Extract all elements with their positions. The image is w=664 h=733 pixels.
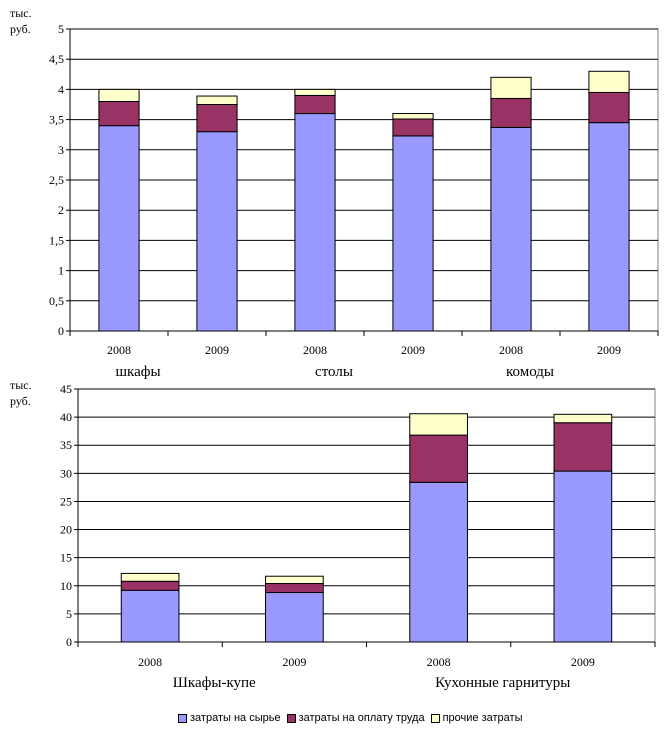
chart1-bar-segment-raw (392, 135, 434, 332)
legend-item-other: прочие затраты (430, 712, 523, 724)
chart2-y-tick-label: 45 (60, 382, 72, 396)
chart1-y-tick-label: 2 (58, 203, 64, 217)
chart1-bar-segment-labor (98, 100, 140, 127)
chart2-x-category-label: 2009 (571, 655, 595, 669)
legend-item-raw: затраты на сырье (178, 712, 281, 724)
chart1-x-category-label: 2009 (597, 343, 621, 357)
legend-swatch-labor (286, 713, 296, 723)
chart2-x-category-label: 2009 (282, 655, 306, 669)
chart2-bar-segment-labor (409, 434, 468, 483)
chart2-y-tick-label: 5 (66, 607, 72, 621)
chart2-bar-segment-other (409, 413, 468, 436)
chart2-x-category-label: 2008 (427, 655, 451, 669)
chart1-x-category-label: 2009 (205, 343, 229, 357)
chart1-x-category-label: 2009 (401, 343, 425, 357)
chart2-bar-segment-raw (409, 481, 468, 643)
chart1-x-category-label: 2008 (303, 343, 327, 357)
chart1-bar-segment-labor (294, 94, 336, 115)
chart-upper: 0 0,5 1 1,5 2 2,5 3 3,5 4 4,5 5 тыс. руб. 2008 2009 200… (10, 6, 659, 380)
chart2-bar-segment-labor (265, 583, 324, 594)
chart2-x-category-label: 2008 (138, 655, 162, 669)
chart2-y-tick-label: 0 (66, 635, 72, 649)
chart2-bar-segment-labor (553, 422, 613, 472)
chart1-bar-segment-labor (588, 91, 630, 124)
chart2-y-tick-label: 25 (60, 494, 72, 508)
chart2-y-unit-label: руб. (10, 394, 31, 408)
chart1-y-unit-label: тыс. (10, 6, 32, 20)
chart2-bar-segment-other (120, 572, 180, 582)
chart1-bar-segment-raw (588, 122, 630, 332)
chart1-bar-segment-other (196, 95, 238, 105)
chart1-group-label: шкафы (115, 364, 160, 380)
chart1-y-tick-label: 0 (58, 324, 64, 338)
chart2-group-label: Шкафы-купе (173, 675, 256, 691)
chart2-y-tick-label: 30 (60, 466, 72, 480)
chart1-bar-segment-other (490, 76, 532, 99)
chart2-bar-segment-other (553, 413, 613, 424)
chart1-group-label: комоды (506, 364, 554, 380)
chart1-y-tick-label: 5 (58, 22, 64, 36)
chart2-y-tick-label: 35 (60, 438, 72, 452)
chart1-bar-segment-raw (196, 131, 238, 332)
legend-label-other: прочие затраты (442, 712, 523, 724)
chart2-bar-segment-labor (120, 580, 180, 591)
chart1-y-tick-label: 3,5 (49, 113, 64, 127)
chart1-y-tick-label: 1 (58, 264, 64, 278)
legend-item-labor: затраты на оплату труда (286, 712, 425, 724)
legend-label-labor: затраты на оплату труда (298, 712, 425, 724)
chart1-bar-segment-other (98, 88, 140, 102)
chart1-y-tick-label: 4 (58, 82, 64, 96)
chart1-bar-segment-labor (196, 104, 238, 133)
chart1-bar-segment-raw (294, 113, 336, 332)
chart2-y-unit-label: тыс. (10, 378, 32, 392)
chart1-group-label: столы (315, 364, 353, 380)
chart1-y-tick-label: 2,5 (49, 173, 64, 187)
legend-swatch-other (430, 713, 440, 723)
legend: затраты на сырье затраты на оплату труда… (178, 709, 522, 727)
chart1-y-tick-label: 1,5 (49, 233, 64, 247)
chart1-bar-segment-labor (490, 97, 532, 128)
chart-lower: 0 5 10 15 20 25 30 35 40 45 тыс. руб. 2008 2009 2008 20… (10, 378, 656, 691)
chart2-bar-segment-raw (265, 592, 324, 643)
chart1-bar-segment-raw (490, 126, 532, 332)
chart1-y-unit-label: руб. (10, 22, 31, 36)
chart2-y-tick-label: 15 (60, 551, 72, 565)
chart1-y-tick-label: 0,5 (49, 294, 64, 308)
chart1-y-tick-label: 4,5 (49, 52, 64, 66)
chart1-bar-segment-labor (392, 118, 434, 137)
chart2-bar-segment-raw (120, 589, 180, 643)
chart1-y-tick-label: 3 (58, 143, 64, 157)
chart2-group-label: Кухонные гарнитуры (435, 675, 570, 691)
chart2-bar-segment-raw (553, 470, 613, 643)
chart2-y-tick-label: 20 (60, 523, 72, 537)
chart1-bar-segment-other (294, 88, 336, 96)
chart1-bar-segment-other (392, 113, 434, 120)
chart1-bar-segment-raw (98, 125, 140, 332)
chart2-y-tick-label: 10 (60, 579, 72, 593)
chart2-y-tick-label: 40 (60, 410, 72, 424)
chart1-x-category-label: 2008 (499, 343, 523, 357)
legend-swatch-raw (178, 713, 187, 723)
chart1-bar-segment-other (588, 70, 630, 93)
legend-label-raw: затраты на сырье (190, 712, 281, 724)
chart1-x-category-label: 2008 (107, 343, 131, 357)
chart2-bar-segment-other (265, 575, 324, 585)
